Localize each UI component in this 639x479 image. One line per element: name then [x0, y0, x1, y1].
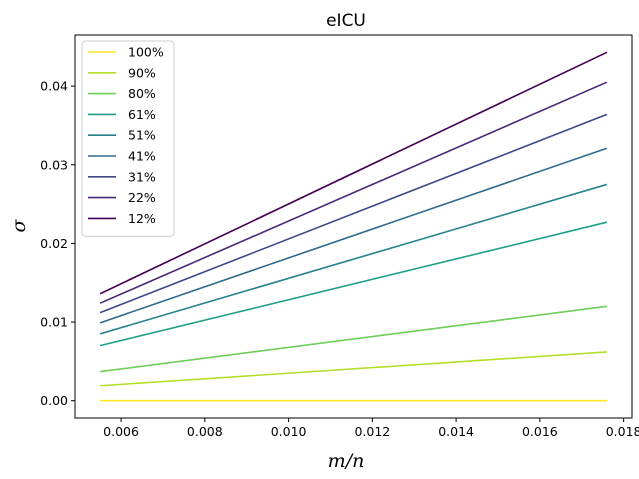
x-tick-label: 0.012	[354, 424, 390, 439]
chart-title: eICU	[326, 11, 366, 31]
x-tick-label: 0.014	[438, 424, 474, 439]
y-tick-label: 0.00	[40, 393, 68, 408]
x-tick-label: 0.010	[271, 424, 307, 439]
series-line	[99, 183, 608, 335]
y-tick-label: 0.01	[40, 315, 68, 330]
legend-label: 61%	[128, 107, 156, 122]
series-line	[99, 113, 608, 314]
series-line	[99, 81, 608, 304]
legend-label: 51%	[128, 128, 156, 143]
x-tick-label: 0.008	[187, 424, 223, 439]
legend-label: 22%	[128, 190, 156, 205]
y-tick-label: 0.04	[40, 79, 68, 94]
legend-label: 100%	[128, 45, 164, 60]
plot-frame	[74, 34, 633, 419]
legend-label: 41%	[128, 149, 156, 164]
x-axis-ticks: 0.006 0.008 0.010 0.012 0.014 0.016 0.018	[103, 418, 639, 439]
legend-label: 12%	[128, 211, 156, 226]
x-tick-label: 0.006	[103, 424, 139, 439]
x-tick-label: 0.016	[522, 424, 558, 439]
y-tick-label: 0.02	[40, 236, 68, 251]
series-line	[100, 305, 607, 373]
y-axis-ticks: 0.00 0.01 0.02 0.03 0.04	[40, 79, 75, 408]
y-axis-label: σ	[8, 218, 30, 232]
series-line	[99, 51, 608, 295]
series-line	[99, 221, 608, 347]
plot-lines	[99, 51, 608, 402]
legend-box	[81, 40, 175, 237]
x-tick-label: 0.018	[606, 424, 639, 439]
series-line	[99, 147, 608, 324]
x-axis-label: m/n	[328, 450, 365, 472]
legend-label: 90%	[128, 65, 156, 80]
legend-label: 31%	[128, 169, 156, 184]
legend-label: 80%	[128, 86, 156, 101]
y-tick-label: 0.03	[40, 157, 68, 172]
legend: 100% 90% 80% 61% 51% 41% 31% 22% 12%	[81, 40, 175, 237]
series-line	[100, 351, 607, 387]
